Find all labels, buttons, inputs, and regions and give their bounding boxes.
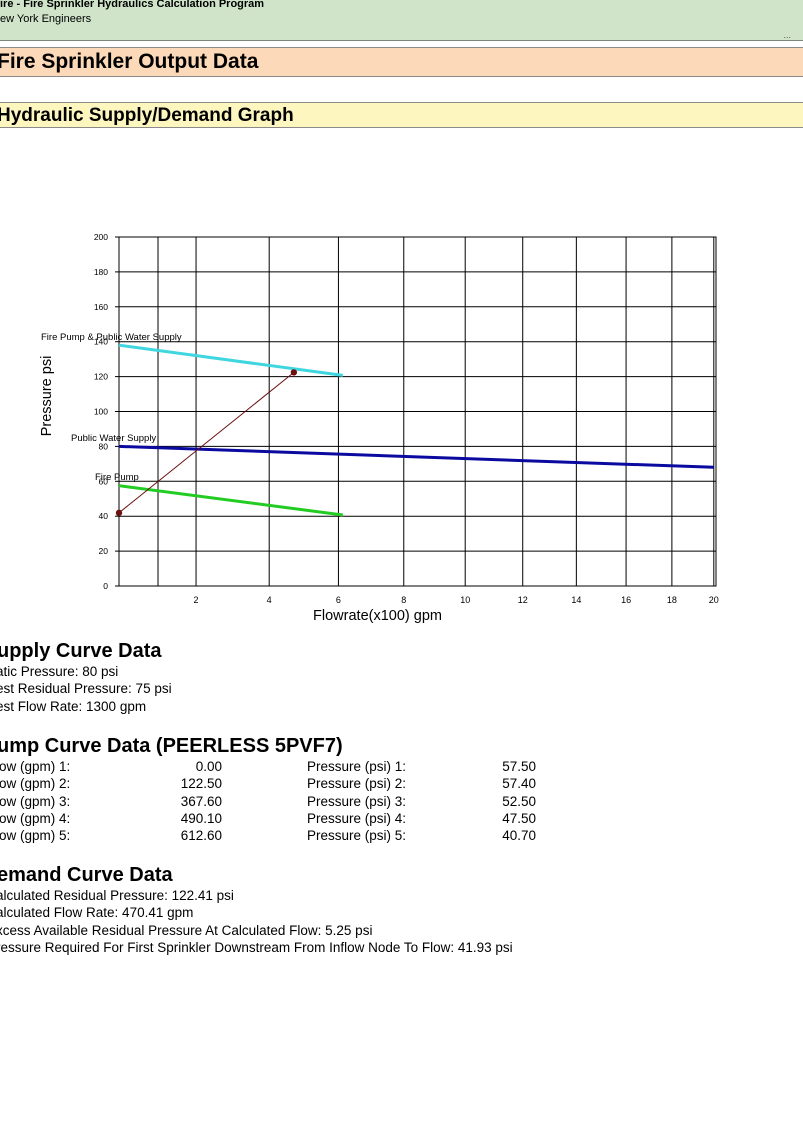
x-tick-label: 8 bbox=[401, 595, 406, 605]
pump-curve-section: ump Curve Data (PEERLESS 5PVF7) bbox=[0, 734, 343, 758]
title-bar: ire - Fire Sprinkler Hydraulics Calculat… bbox=[0, 0, 803, 41]
y-tick-label: 120 bbox=[94, 372, 108, 382]
x-tick-label: 16 bbox=[621, 595, 631, 605]
supply-curve-heading: upply Curve Data bbox=[0, 640, 162, 662]
calculated-flow-rate: alculated Flow Rate: 470.41 gpm bbox=[0, 905, 194, 921]
demand-point bbox=[115, 509, 123, 517]
chart-ticks: 2 4 6 8 10 12 14 16 18 20020406080100120140160180… bbox=[94, 232, 719, 605]
app-title: ire - Fire Sprinkler Hydraulics Calculat… bbox=[0, 0, 265, 10]
x-tick-label: 10 bbox=[460, 595, 470, 605]
demand-curve-section: emand Curve Data alculated Residual Pres… bbox=[0, 863, 513, 956]
pressure-value: 57.40 bbox=[502, 776, 536, 792]
test-residual-pressure: est Residual Pressure: 75 psi bbox=[0, 681, 172, 697]
supply-demand-chart: 2 4 6 8 10 12 14 16 18 20020406080100120140160180… bbox=[39, 232, 719, 624]
static-pressure: atic Pressure: 80 psi bbox=[0, 664, 119, 679]
y-tick-label: 160 bbox=[94, 302, 108, 312]
company-name: ew York Engineers bbox=[0, 13, 92, 25]
pump-curve-heading: ump Curve Data (PEERLESS 5PVF7) bbox=[0, 735, 343, 757]
pressure-value: 47.50 bbox=[502, 810, 536, 826]
x-tick-label: 2 bbox=[194, 595, 199, 605]
demand-point bbox=[290, 369, 298, 376]
flow-label: low (gpm) 5: bbox=[0, 828, 71, 844]
y-tick-label: 80 bbox=[99, 441, 109, 451]
y-tick-label: 40 bbox=[99, 511, 109, 521]
flow-value: 490.10 bbox=[180, 810, 222, 826]
x-tick-label: 4 bbox=[267, 595, 272, 605]
supply-curve-section: upply Curve Data atic Pressure: 80 psi e… bbox=[0, 639, 172, 715]
pressure-label: Pressure (psi) 2: bbox=[307, 776, 407, 792]
pressure-label: Pressure (psi) 1: bbox=[307, 759, 407, 774]
demand-curve-line bbox=[118, 372, 295, 514]
x-axis-title: Flowrate(x100) gpm bbox=[313, 608, 442, 624]
graph-header: Hydraulic Supply/Demand Graph bbox=[0, 102, 803, 128]
flow-value: 612.60 bbox=[180, 828, 222, 844]
pressure-label: Pressure (psi) 4: bbox=[307, 810, 407, 826]
pump-row: low (gpm) 4: 490.10 Pressure (psi) 4: 47… bbox=[0, 810, 560, 827]
supply-curve-line bbox=[118, 484, 343, 517]
y-tick-label: 180 bbox=[94, 267, 108, 277]
pressure-label: Pressure (psi) 5: bbox=[307, 828, 407, 844]
pump-row: low (gpm) 5: 612.60 Pressure (psi) 5: 40… bbox=[0, 827, 560, 844]
y-tick-label: 140 bbox=[94, 337, 108, 347]
y-tick-label: 100 bbox=[94, 407, 108, 417]
pressure-value: 52.50 bbox=[502, 793, 536, 809]
pump-curve-table: low (gpm) 1: 0.00 Pressure (psi) 1: 57.5… bbox=[0, 758, 560, 844]
curve-label: Public Water Supply bbox=[71, 433, 156, 444]
x-tick-label: 18 bbox=[667, 595, 677, 605]
pressure-value: 57.50 bbox=[502, 759, 536, 774]
y-tick-label: 20 bbox=[99, 546, 109, 556]
x-tick-label: 14 bbox=[571, 595, 581, 605]
flow-label: low (gpm) 1: bbox=[0, 759, 71, 774]
curve-label: Fire Pump & Public Water Supply bbox=[41, 332, 182, 343]
demand-curve-heading: emand Curve Data bbox=[0, 864, 173, 886]
title-bar-mark: ... bbox=[783, 30, 791, 40]
y-tick-label: 60 bbox=[99, 476, 109, 486]
curve-label: Fire Pump bbox=[95, 472, 139, 483]
chart-labels: Fire Pump & Public Water Supply Public Wa… bbox=[39, 332, 442, 624]
flow-label: low (gpm) 3: bbox=[0, 793, 71, 809]
supply-curve-line bbox=[118, 444, 714, 469]
first-sprinkler-pressure: ressure Required For First Sprinkler Dow… bbox=[0, 939, 513, 955]
chart-series bbox=[115, 343, 714, 517]
output-data-header: Fire Sprinkler Output Data bbox=[0, 47, 803, 77]
flow-value: 367.60 bbox=[180, 793, 222, 809]
y-tick-label: 0 bbox=[103, 581, 108, 591]
x-tick-label: 6 bbox=[336, 595, 341, 605]
y-tick-label: 200 bbox=[94, 232, 108, 242]
pump-row: low (gpm) 1: 0.00 Pressure (psi) 1: 57.5… bbox=[0, 758, 560, 775]
excess-residual-pressure: xcess Available Residual Pressure At Cal… bbox=[0, 922, 373, 938]
flow-value: 122.50 bbox=[180, 776, 222, 792]
x-tick-label: 20 bbox=[709, 595, 719, 605]
test-flow-rate: est Flow Rate: 1300 gpm bbox=[0, 698, 147, 714]
calculated-residual-pressure: alculated Residual Pressure: 122.41 psi bbox=[0, 888, 234, 903]
pump-row: low (gpm) 2: 122.50 Pressure (psi) 2: 57… bbox=[0, 775, 560, 792]
pressure-value: 40.70 bbox=[502, 828, 536, 844]
pressure-label: Pressure (psi) 3: bbox=[307, 793, 407, 809]
flow-label: low (gpm) 4: bbox=[0, 810, 71, 826]
chart-grid bbox=[118, 236, 717, 587]
x-tick-label: 12 bbox=[518, 595, 528, 605]
y-axis-title: Pressure psi bbox=[39, 356, 55, 437]
pump-row: low (gpm) 3: 367.60 Pressure (psi) 3: 52… bbox=[0, 793, 560, 810]
flow-value: 0.00 bbox=[195, 759, 222, 774]
supply-curve-line bbox=[118, 343, 344, 377]
flow-label: low (gpm) 2: bbox=[0, 776, 71, 792]
